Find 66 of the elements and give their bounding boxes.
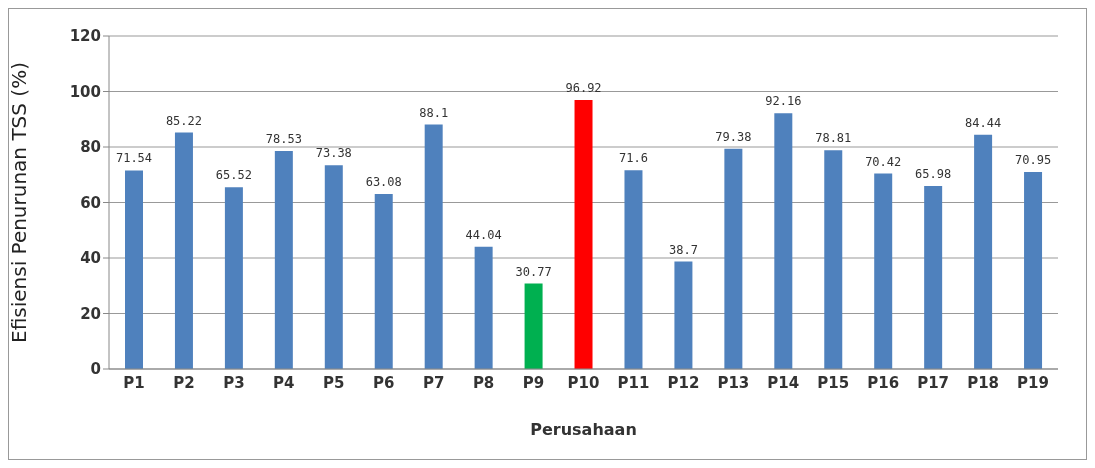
x-tick-label: P6 bbox=[372, 373, 395, 392]
bar bbox=[125, 170, 143, 369]
bar bbox=[324, 165, 343, 369]
bar bbox=[474, 246, 493, 369]
x-tick-label: P9 bbox=[522, 373, 545, 392]
y-tick-label: 60 bbox=[80, 193, 101, 212]
bar bbox=[874, 173, 893, 369]
data-label: 70.95 bbox=[1014, 153, 1052, 168]
x-tick-label: P7 bbox=[422, 373, 445, 392]
x-tick-label: P12 bbox=[667, 373, 700, 392]
bar bbox=[574, 100, 593, 369]
bar bbox=[174, 132, 193, 369]
x-tick-label: P15 bbox=[817, 373, 850, 392]
x-tick-label: P18 bbox=[967, 373, 1000, 392]
x-tick-label: P11 bbox=[617, 373, 650, 392]
data-label: 63.08 bbox=[365, 174, 402, 189]
data-label: 96.92 bbox=[565, 81, 602, 96]
bar bbox=[624, 170, 643, 369]
x-tick-label: P5 bbox=[323, 373, 345, 392]
data-label: 73.38 bbox=[315, 146, 352, 161]
bar bbox=[224, 187, 243, 369]
x-tick-label: P14 bbox=[767, 373, 800, 392]
bar bbox=[674, 261, 693, 369]
bar bbox=[524, 283, 543, 369]
data-label: 79.38 bbox=[715, 129, 752, 144]
data-label: 44.04 bbox=[465, 227, 502, 242]
x-tick-label: P19 bbox=[1017, 373, 1049, 392]
bar bbox=[724, 148, 743, 369]
y-tick-label: 120 bbox=[69, 27, 101, 46]
data-label: 30.77 bbox=[515, 264, 552, 279]
x-tick-label: P10 bbox=[567, 373, 600, 392]
y-tick-label: 100 bbox=[69, 82, 101, 101]
bar bbox=[824, 150, 843, 369]
y-tick-label: 0 bbox=[90, 360, 101, 379]
data-label: 78.53 bbox=[265, 132, 302, 147]
x-tick-label: P2 bbox=[173, 373, 195, 392]
data-label: 38.7 bbox=[668, 242, 698, 257]
x-tick-label: P3 bbox=[223, 373, 245, 392]
y-tick-label: 20 bbox=[80, 304, 101, 323]
x-tick-label: P16 bbox=[867, 373, 900, 392]
data-label: 70.42 bbox=[865, 154, 902, 169]
bar bbox=[1024, 172, 1043, 369]
x-tick-label: P1 bbox=[123, 373, 145, 392]
data-label: 71.6 bbox=[619, 151, 648, 166]
data-label: 71.54 bbox=[115, 151, 153, 166]
x-axis-title: Perusahaan bbox=[530, 420, 637, 439]
y-tick-label: 40 bbox=[80, 249, 101, 268]
y-tick-label: 80 bbox=[80, 138, 101, 157]
bar bbox=[924, 185, 943, 369]
data-label: 92.16 bbox=[765, 94, 802, 109]
data-label: 85.22 bbox=[165, 113, 203, 128]
data-label: 65.98 bbox=[915, 166, 952, 181]
data-label: 78.81 bbox=[815, 131, 852, 146]
bar bbox=[774, 113, 793, 369]
x-tick-label: P8 bbox=[472, 373, 495, 392]
bar bbox=[374, 193, 393, 369]
y-axis-title: Efisiensi Penurunan TSS (%) bbox=[7, 62, 32, 343]
x-tick-label: P4 bbox=[273, 373, 295, 392]
bar bbox=[974, 134, 993, 369]
bar bbox=[424, 124, 443, 369]
data-label: 65.52 bbox=[215, 168, 252, 183]
x-tick-label: P17 bbox=[917, 373, 950, 392]
data-label: 84.44 bbox=[965, 115, 1002, 130]
x-tick-label: P13 bbox=[717, 373, 750, 392]
bar bbox=[274, 151, 293, 369]
data-label: 88.1 bbox=[419, 105, 449, 120]
